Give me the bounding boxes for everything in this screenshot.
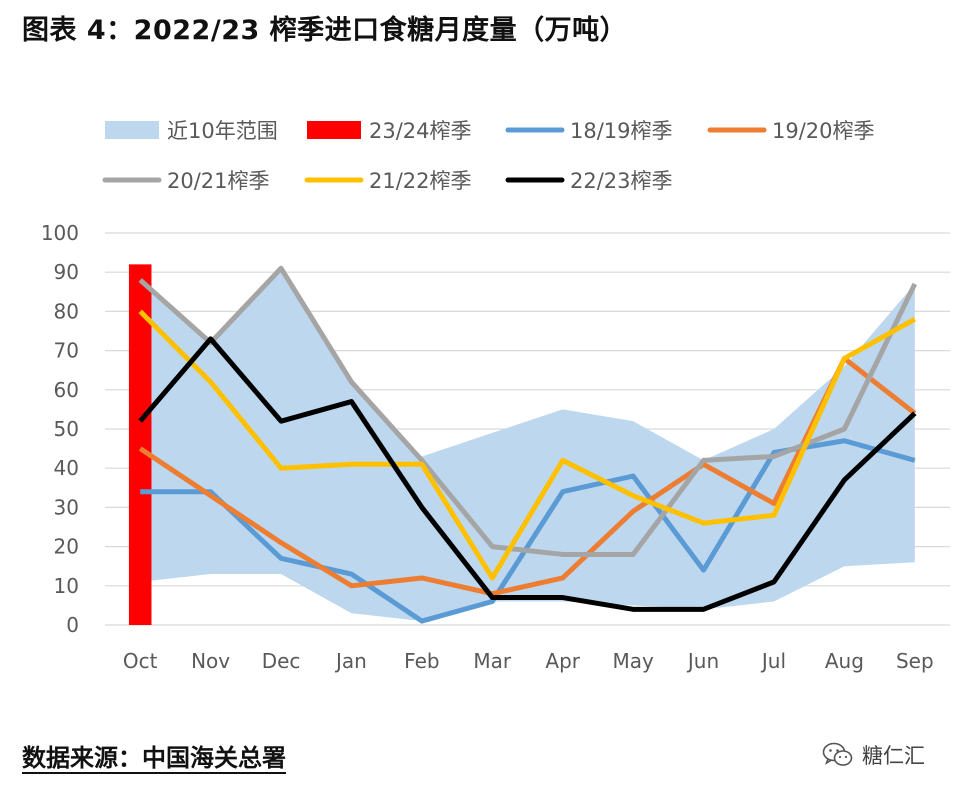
y-tick-label: 60: [54, 378, 79, 402]
legend-label: 20/21榨季: [167, 169, 270, 193]
x-tick-label: Dec: [262, 649, 301, 673]
x-tick-label: Apr: [545, 649, 580, 673]
legend-label: 23/24榨季: [369, 119, 472, 143]
y-tick-label: 100: [41, 221, 79, 245]
legend-label: 18/19榨季: [570, 119, 673, 143]
x-tick-label: May: [612, 649, 654, 673]
y-tick-label: 80: [54, 299, 79, 323]
series-line-19-20: [138, 355, 917, 597]
watermark: 糖仁汇: [822, 737, 925, 773]
series-line-22-23: [138, 336, 917, 612]
line-chart: 0 10 20 30 40 50 60 70 80 90 100 Oct Nov Dec Jan Feb Mar…: [41, 119, 950, 673]
x-tick-label: Mar: [473, 649, 512, 673]
y-tick-label: 70: [54, 339, 79, 363]
x-tick-label: Jul: [760, 649, 786, 673]
x-tick-label: Aug: [825, 649, 864, 673]
legend-label: 近10年范围: [167, 119, 278, 143]
y-tick-label: 20: [54, 535, 79, 559]
legend-swatch-bar: [307, 121, 361, 139]
legend-swatch-range-band: [105, 121, 159, 139]
source-note: 数据来源：中国海关总署: [22, 744, 286, 772]
legend-label: 19/20榨季: [772, 119, 875, 143]
legend-label: 21/22榨季: [369, 169, 472, 193]
x-tick-label: Nov: [191, 649, 230, 673]
y-tick-label: 0: [66, 613, 79, 637]
x-tick-label: Jun: [686, 649, 719, 673]
y-tick-label: 10: [54, 574, 79, 598]
x-tick-label: Feb: [404, 649, 439, 673]
x-tick-label: Sep: [896, 649, 934, 673]
legend-label: 22/23榨季: [570, 169, 673, 193]
bar-23-24-oct: [128, 264, 152, 625]
series-line-20-21: [138, 265, 918, 557]
y-tick-label: 30: [54, 495, 79, 519]
series-line-21-22: [138, 309, 917, 581]
watermark-text: 糖仁汇: [862, 744, 925, 768]
y-tick-label: 50: [54, 417, 79, 441]
y-tick-label: 90: [54, 260, 79, 284]
y-tick-label: 40: [54, 456, 79, 480]
figure-title: 图表 4：2022/23 榨季进口食糖月度量（万吨）: [22, 15, 628, 46]
wechat-logo-icon: [822, 742, 853, 766]
x-tick-label: Jan: [334, 649, 367, 673]
x-tick-label: Oct: [123, 649, 158, 673]
